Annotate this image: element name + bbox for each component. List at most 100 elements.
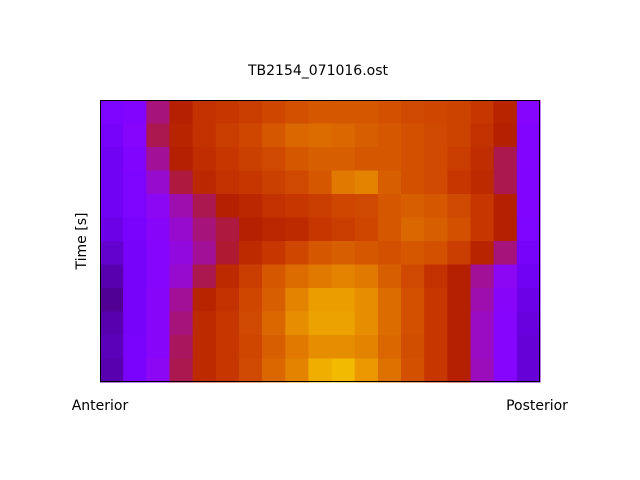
heatmap-cell [308,311,333,336]
heatmap-cell [169,311,194,336]
heatmap-cell [169,217,194,242]
heatmap-cell [123,288,147,312]
heatmap-cell [470,194,495,218]
heatmap-cell [470,170,495,195]
heatmap-cell [215,358,240,383]
heatmap-cell [493,311,518,336]
heatmap-cell [285,194,309,218]
heatmap-cells [100,100,541,383]
heatmap-cell [331,358,356,383]
heatmap-cell [215,100,240,124]
heatmap-cell [238,335,263,359]
heatmap-cell [470,335,495,359]
heatmap-cell [285,264,309,289]
heatmap-cell [100,194,124,218]
heatmap-cell [215,123,240,148]
heatmap-cell [470,241,495,265]
heatmap-cell [331,147,356,171]
heatmap-cell [424,100,448,124]
heatmap-cell [493,147,518,171]
heatmap-cell [285,358,309,383]
heatmap-cell [470,264,495,289]
heatmap-cell [123,311,147,336]
heatmap-cell [238,264,263,289]
heatmap-cell [493,358,518,383]
heatmap-cell [354,147,379,171]
heatmap-cell [493,123,518,148]
heatmap-cell [192,170,217,195]
heatmap-cell [424,147,448,171]
heatmap-cell [308,217,333,242]
heatmap-cell [516,147,541,171]
heatmap-cell [169,100,194,124]
heatmap-cell [123,217,147,242]
heatmap-cell [215,241,240,265]
heatmap-cell [123,123,147,148]
heatmap-cell [493,194,518,218]
heatmap-cell [308,194,333,218]
heatmap-cell [424,217,448,242]
heatmap-cell [285,147,309,171]
heatmap-cell [238,217,263,242]
heatmap-cell [238,311,263,336]
heatmap-cell [354,288,379,312]
y-axis-label: Time [s] [74,213,90,271]
heatmap-cell [100,123,124,148]
heatmap-cell [401,241,425,265]
heatmap-cell [516,241,541,265]
heatmap-cell [262,147,286,171]
heatmap-cell [123,170,147,195]
heatmap-cell [424,311,448,336]
heatmap-cell [447,335,472,359]
heatmap-cell [377,123,402,148]
heatmap-cell [424,170,448,195]
heatmap-cell [169,147,194,171]
heatmap-cell [238,170,263,195]
heatmap-cell [285,100,309,124]
heatmap-cell [192,147,217,171]
heatmap-cell [447,194,472,218]
heatmap-cell [308,288,333,312]
heatmap-cell [192,217,217,242]
heatmap-cell [493,217,518,242]
heatmap-cell [100,100,124,124]
heatmap-cell [215,170,240,195]
heatmap-cell [377,170,402,195]
heatmap-cell [262,335,286,359]
heatmap-cell [146,170,170,195]
heatmap-cell [470,100,495,124]
heatmap-cell [401,335,425,359]
heatmap-cell [447,288,472,312]
heatmap-cell [516,264,541,289]
heatmap-cell [100,335,124,359]
heatmap-cell [238,358,263,383]
heatmap-cell [192,264,217,289]
heatmap-cell [331,170,356,195]
heatmap-cell [285,241,309,265]
heatmap-cell [146,100,170,124]
heatmap-cell [516,288,541,312]
heatmap-cell [262,100,286,124]
heatmap-cell [447,264,472,289]
heatmap-cell [331,335,356,359]
heatmap-cell [331,311,356,336]
heatmap-cell [331,288,356,312]
heatmap-cell [354,100,379,124]
heatmap-cell [238,241,263,265]
heatmap-cell [470,288,495,312]
heatmap-cell [470,147,495,171]
heatmap-cell [146,264,170,289]
heatmap-cell [401,100,425,124]
heatmap-cell [401,288,425,312]
heatmap-cell [516,170,541,195]
heatmap-cell [100,358,124,383]
heatmap-cell [169,123,194,148]
heatmap-cell [146,358,170,383]
heatmap-cell [100,147,124,171]
heatmap-cell [285,217,309,242]
heatmap-cell [354,241,379,265]
heatmap-cell [401,147,425,171]
heatmap-cell [262,241,286,265]
heatmap-cell [215,311,240,336]
heatmap-cell [424,123,448,148]
